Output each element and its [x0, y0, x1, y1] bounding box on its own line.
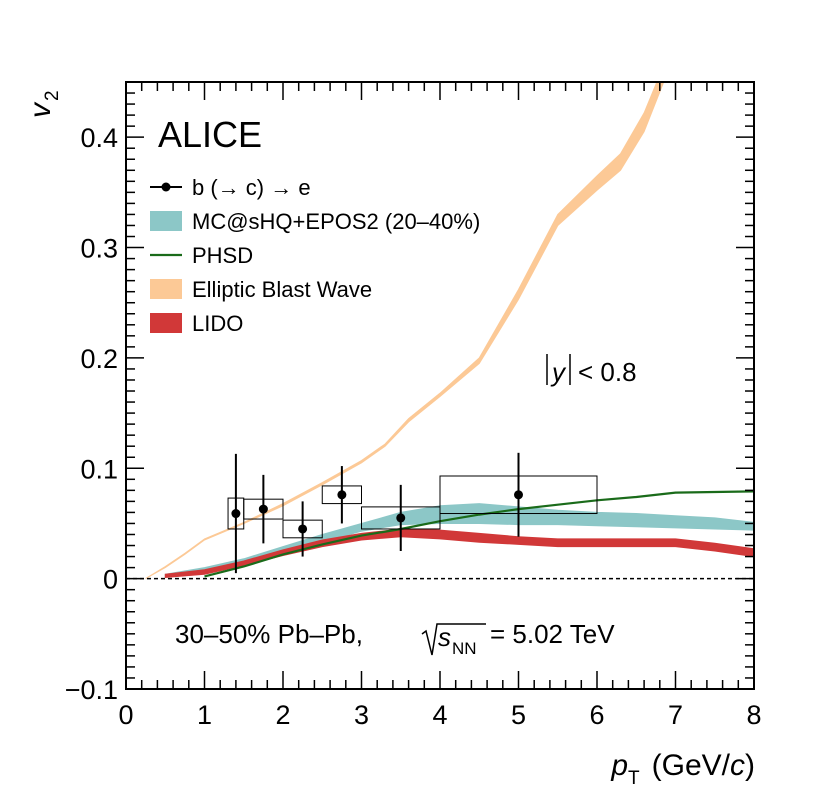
experiment-label: ALICE	[158, 114, 262, 155]
svg-text:y: y	[550, 357, 567, 387]
y-tick-label: 0.2	[80, 344, 118, 374]
x-tick-label: 4	[432, 700, 447, 730]
legend-label: MC@sHQ+EPOS2 (20–40%)	[192, 209, 480, 234]
x-tick-label: 2	[275, 700, 290, 730]
collision-annotation: 30–50% Pb–Pb, s NN = 5.02 TeV	[175, 619, 615, 658]
data-points	[227, 452, 598, 574]
legend-label: Elliptic Blast Wave	[192, 277, 372, 302]
svg-text:30–50% Pb–Pb,: 30–50% Pb–Pb,	[175, 619, 363, 649]
model-lines	[204, 490, 754, 578]
data-point	[321, 466, 362, 524]
svg-text:= 5.02 TeV: = 5.02 TeV	[490, 619, 615, 649]
legend-label: PHSD	[192, 243, 253, 268]
x-tick-label: 8	[746, 700, 761, 730]
legend-entry-elliptic-blast-wave: Elliptic Blast Wave	[150, 277, 372, 302]
band-elliptic-blast-wave	[145, 82, 665, 580]
x-tick-label: 7	[668, 700, 683, 730]
svg-text:s: s	[438, 622, 451, 652]
band-lido	[164, 528, 754, 579]
plot-frame	[125, 81, 755, 690]
rapidity-annotation: y < 0.8	[546, 354, 637, 387]
line-phsd	[204, 490, 754, 578]
legend-label: b (→ c) → e	[192, 175, 311, 200]
sqrt-sign	[421, 623, 486, 656]
legend-entry-mc-shq-epos2-20-40: MC@sHQ+EPOS2 (20–40%)	[150, 209, 480, 234]
x-tick-label: 6	[589, 700, 604, 730]
model-bands	[145, 82, 754, 580]
frame-rect	[125, 81, 755, 690]
data-marker	[514, 490, 523, 500]
legend: b (→ c) → e MC@sHQ+EPOS2 (20–40%) PHSD Elli…	[150, 175, 480, 336]
y-tick-label: 0	[103, 565, 118, 595]
legend-swatch	[150, 279, 182, 299]
data-point	[227, 453, 245, 574]
legend-swatch	[150, 313, 182, 333]
legend-entry-b-c-e: b (→ c) → e	[150, 175, 311, 200]
data-point	[243, 474, 284, 544]
svg-text:< 0.8: < 0.8	[578, 357, 637, 387]
data-point	[282, 501, 323, 557]
y-tick-label: 0.3	[80, 234, 118, 264]
x-tick-label: 5	[511, 700, 526, 730]
data-point	[361, 484, 441, 552]
tick-labels: 0 1 2 3 4 5 6 7 8−0.100.10.20.30.4	[65, 123, 762, 730]
legend-swatch	[150, 211, 182, 231]
legend-entry-lido: LIDO	[150, 311, 243, 336]
data-marker	[337, 490, 347, 500]
legend-marker	[161, 182, 171, 192]
svg-text:NN: NN	[452, 639, 477, 658]
data-marker	[298, 524, 308, 534]
x-tick-label: 0	[118, 700, 133, 730]
y-axis-title: v2	[24, 90, 63, 118]
legend-entry-phsd: PHSD	[150, 243, 253, 268]
axis-ticks	[125, 81, 755, 690]
data-marker	[258, 504, 268, 514]
x-tick-label: 3	[354, 700, 369, 730]
legend-label: LIDO	[192, 311, 243, 336]
data-marker	[396, 513, 406, 523]
y-tick-label: −0.1	[65, 675, 118, 705]
data-point	[439, 452, 598, 537]
y-tick-label: 0.4	[80, 123, 118, 153]
data-marker	[231, 509, 241, 519]
y-tick-label: 0.1	[80, 454, 118, 484]
x-tick-label: 1	[197, 700, 212, 730]
x-axis-title: pT (GeV/c)	[610, 749, 755, 789]
